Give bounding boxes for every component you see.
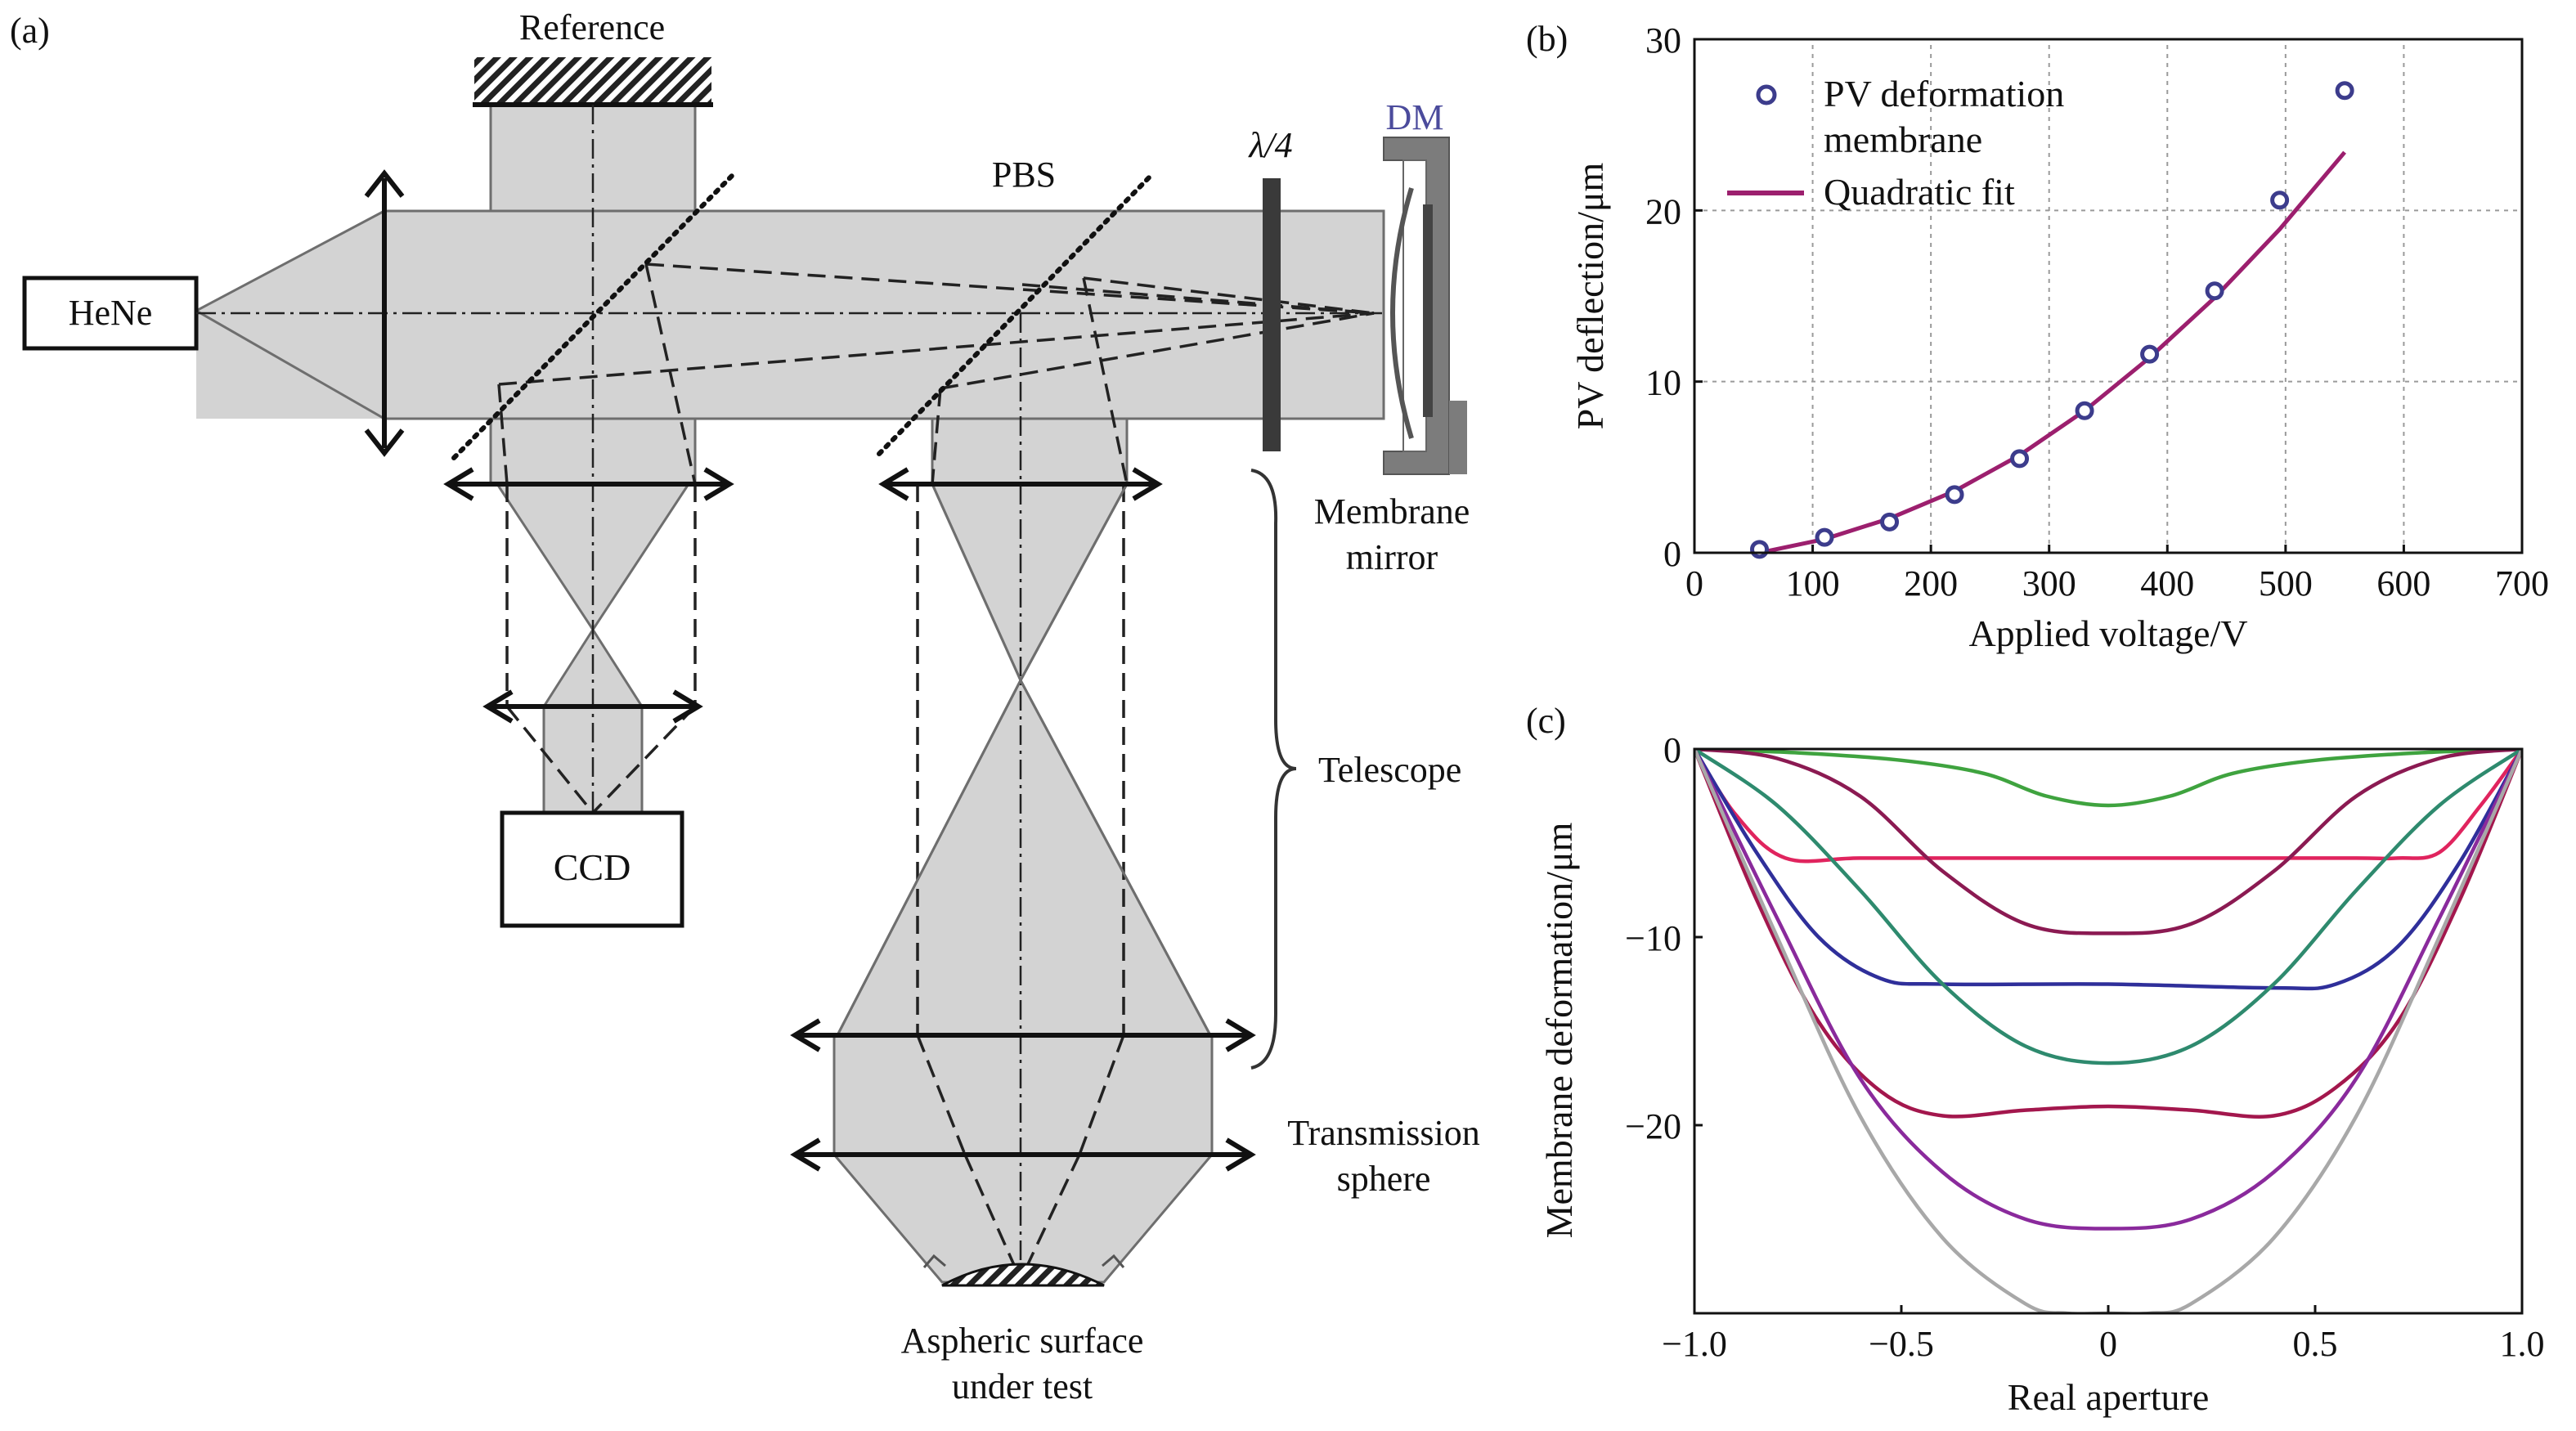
transmission-label-line2: sphere (1337, 1159, 1431, 1199)
quarter-wave-label: λ/4 (1247, 125, 1292, 165)
aspheric-surface (941, 1263, 1105, 1287)
chart-b-xtick-label: 300 (2022, 563, 2076, 603)
chart-c-xtick-label: −1.0 (1662, 1324, 1727, 1364)
chart-c-xlabel: Real aperture (2008, 1376, 2209, 1418)
chart-b-ytick-label: 30 (1645, 20, 1681, 61)
quarter-wave-plate (1263, 178, 1281, 451)
aspheric-label-line2: under test (952, 1366, 1093, 1406)
chart-b-ticks: 0 100 200 300 400 500 600 700 0 10 20 30 (1645, 20, 2549, 603)
chart-b-ytick-label: 10 (1645, 363, 1681, 403)
reference-label: Reference (519, 7, 665, 47)
membrane-label-line2: mirror (1346, 537, 1438, 577)
telescope-label: Telescope (1318, 750, 1461, 790)
data-point-pv (2205, 281, 2224, 301)
legend-fit-label: Quadratic fit (1824, 171, 2015, 213)
panel-a-label: (a) (10, 11, 50, 51)
ccd-label: CCD (554, 846, 631, 888)
data-point-pv (2140, 344, 2160, 364)
chart-c-xtick-label: 0.5 (2293, 1324, 2338, 1364)
chart-b-ytick-label: 20 (1645, 191, 1681, 231)
aspheric-label-line1: Aspheric surface (901, 1321, 1144, 1361)
beam-splitters (451, 171, 1156, 460)
chart-b-frame (1693, 38, 2524, 554)
chart-b-ylabel: PV deflection/μm (1569, 162, 1611, 429)
legend-pv-label: PV deformation membrane (1824, 73, 2064, 160)
data-point-pv (2010, 449, 2030, 469)
collimator-lens (364, 169, 405, 457)
membrane-label-line1: Membrane (1314, 491, 1470, 532)
telescope-brace (1250, 469, 1297, 1070)
pv-deflection-chart: (b) 0 100 200 300 400 500 600 700 0 10 20 30 Applie… (1526, 19, 2549, 654)
series-quadratic-fit (1758, 150, 2347, 555)
data-point-pv (2075, 401, 2094, 420)
optical-setup-diagram: (a) Reference (10, 7, 1480, 1406)
hene-label: HeNe (69, 293, 153, 333)
deformation-curve-5 (1694, 749, 2522, 1065)
chart-b-xtick-label: 100 (1786, 563, 1840, 603)
chart-b-xtick-label: 0 (1685, 563, 1703, 603)
chart-b-ytick-label: 0 (1663, 534, 1681, 574)
data-point-pv (2270, 191, 2290, 210)
panel-b-label: (b) (1526, 19, 1568, 59)
deformation-curve-4 (1694, 749, 2522, 991)
chart-b-xtick-label: 500 (2259, 563, 2313, 603)
chart-c-ytick-label: −10 (1625, 918, 1681, 958)
legend-marker-pv (1756, 84, 1777, 105)
chart-c-ytick-label: 0 (1663, 730, 1681, 770)
dashed-rays (497, 262, 1375, 1281)
chart-c-xtick-label: 0 (2099, 1324, 2117, 1364)
chart-c-xtick-label: 1.0 (2500, 1324, 2545, 1364)
hene-laser (22, 276, 199, 351)
deformation-curve-3 (1694, 749, 2522, 935)
dm-label: DM (1386, 97, 1444, 137)
chart-c-xtick-label: −0.5 (1869, 1324, 1934, 1364)
panel-c-label: (c) (1526, 701, 1566, 741)
chart-c-ticks: −1.0 −0.5 0 0.5 1.0 0 −10 −20 (1625, 730, 2544, 1364)
data-point-pv (2335, 81, 2354, 101)
chart-b-marks (1750, 81, 2354, 559)
membrane-deformation-chart: (c) −1.0 −0.5 0 0.5 1.0 0 −10 −20 Real aperture… (1526, 701, 2545, 1418)
chart-b-legend: PV deformation membrane Quadratic fit (1727, 73, 2064, 213)
deformable-mirror (1383, 137, 1467, 475)
chart-c-marks (1694, 749, 2522, 1313)
data-point-pv (1945, 485, 1964, 505)
chart-c-ytick-label: −20 (1625, 1106, 1681, 1146)
chart-b-xlabel: Applied voltage/V (1968, 612, 2247, 654)
optical-axes (196, 105, 1382, 1282)
deformation-curve-8 (1694, 749, 2522, 1313)
pbs-label: PBS (992, 155, 1056, 195)
chart-b-xtick-label: 200 (1904, 563, 1958, 603)
data-point-pv (1750, 540, 1770, 559)
transmission-label-line1: Transmission (1287, 1113, 1480, 1153)
chart-c-ylabel: Membrane deformation/μm (1538, 822, 1580, 1238)
chart-b-xtick-label: 600 (2376, 563, 2430, 603)
data-point-pv (1880, 512, 1900, 532)
reference-mirror (474, 57, 711, 105)
deformation-curve-7 (1694, 749, 2522, 1231)
data-point-pv (1815, 527, 1834, 547)
chart-b-grid (1694, 39, 2522, 553)
chart-b-xtick-label: 700 (2495, 563, 2549, 603)
lenses (443, 467, 1256, 1172)
ccd-camera (500, 810, 684, 928)
chart-b-xtick-label: 400 (2140, 563, 2194, 603)
beam-regions (196, 103, 1385, 1284)
deformation-curve-2 (1694, 749, 2522, 864)
deformation-curve-1 (1694, 749, 2522, 808)
